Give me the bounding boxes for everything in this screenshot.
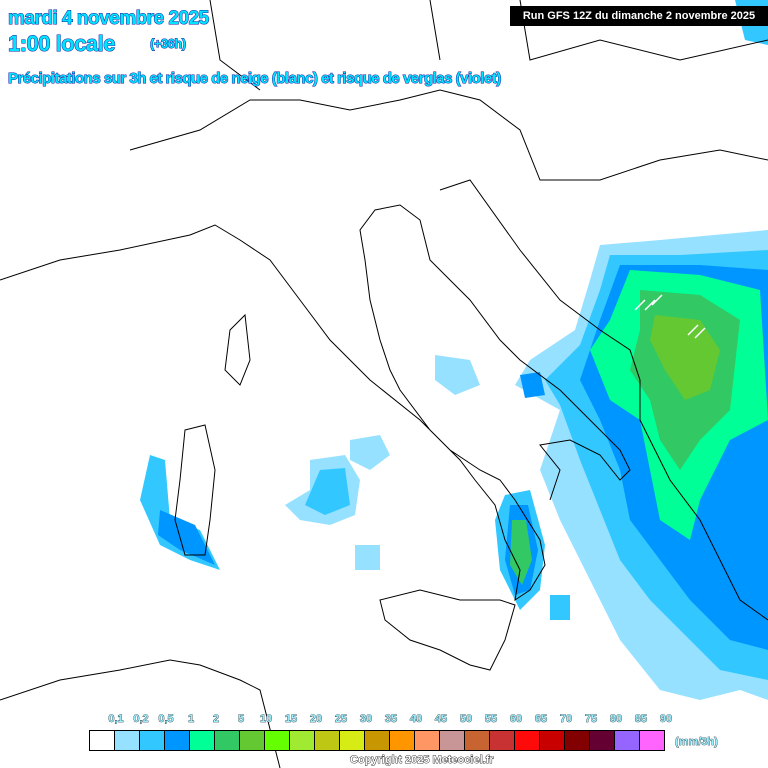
legend-label: 5	[237, 713, 245, 726]
model-run-label: Run GFS 12Z du dimanche 2 novembre 2025	[510, 6, 768, 26]
legend-label: 0,2	[133, 713, 149, 726]
legend-swatch	[215, 731, 240, 750]
legend-label: 90	[659, 713, 673, 726]
legend-label: 20	[309, 713, 323, 726]
legend-swatch	[90, 731, 115, 750]
legend-swatch	[265, 731, 290, 750]
alps-border	[129, 89, 768, 181]
legend-label: 1	[187, 713, 195, 726]
legend-labels: 0,1 0,2 0,5 1 2 5 10 15 20 25 30 35 40 45 50 55 60 65 70 75…	[89, 713, 689, 727]
legend-label: 70	[559, 713, 573, 726]
legend-label: 30	[359, 713, 373, 726]
legend-swatch	[515, 731, 540, 750]
legend-label: 55	[484, 713, 498, 726]
legend-unit: (mm/3h)	[675, 736, 718, 749]
sardinia-coastline	[174, 424, 216, 556]
legend-swatch	[440, 731, 465, 750]
legend-swatch	[465, 731, 490, 750]
legend-label: 80	[609, 713, 623, 726]
precip-sardinia-blue	[158, 510, 215, 565]
legend-label: 35	[384, 713, 398, 726]
legend-swatch	[490, 731, 515, 750]
legend-label: 0,1	[108, 713, 124, 726]
forecast-lead-time: (+36h)	[150, 36, 187, 52]
legend-swatch	[540, 731, 565, 750]
legend-label: 25	[334, 713, 348, 726]
legend-swatch	[240, 731, 265, 750]
forecast-date: mardi 4 novembre 2025	[8, 8, 210, 30]
italy-coastline	[0, 204, 631, 602]
north-border	[209, 0, 768, 91]
legend-swatch	[340, 731, 365, 750]
africa-coastline	[0, 659, 281, 768]
precip-calabria-green	[510, 520, 532, 585]
legend-label: 40	[409, 713, 423, 726]
precip-central-sea	[350, 435, 390, 470]
legend-label: 45	[434, 713, 448, 726]
sicily-coastline	[379, 589, 516, 671]
legend-swatch	[640, 731, 664, 750]
corsica-coastline	[224, 313, 251, 386]
map-subtitle: Précipitations sur 3h et risque de neige…	[8, 70, 502, 88]
precip-tyrrhenian-2	[305, 468, 350, 515]
precip-small-1	[355, 545, 380, 570]
legend-label: 10	[259, 713, 273, 726]
legend-label: 85	[634, 713, 648, 726]
legend-swatch	[415, 731, 440, 750]
precipitation-areas	[140, 0, 768, 700]
legend-swatch	[615, 731, 640, 750]
legend-label: 60	[509, 713, 523, 726]
legend-swatch	[190, 731, 215, 750]
copyright: Copyright 2025 Meteociel.fr	[350, 754, 494, 767]
legend-label: 50	[459, 713, 473, 726]
precip-small-2	[550, 595, 570, 620]
legend-swatch	[165, 731, 190, 750]
legend-label: 0,5	[158, 713, 174, 726]
legend-swatch	[315, 731, 340, 750]
legend-label: 2	[212, 713, 220, 726]
balkan-coastline	[439, 179, 768, 621]
precip-adriatic	[435, 355, 480, 395]
legend-swatch	[590, 731, 615, 750]
legend-swatch	[140, 731, 165, 750]
precip-adriatic-2	[520, 372, 545, 398]
legend-swatch	[390, 731, 415, 750]
legend-swatch	[290, 731, 315, 750]
legend-label: 75	[584, 713, 598, 726]
forecast-time: 1:00 locale	[7, 31, 116, 57]
legend-swatch	[565, 731, 590, 750]
legend-swatch	[365, 731, 390, 750]
snow-risk-hatching	[634, 294, 706, 339]
legend-label: 65	[534, 713, 548, 726]
legend-swatch	[115, 731, 140, 750]
color-legend	[89, 730, 665, 751]
legend-label: 15	[284, 713, 298, 726]
precip-albania-lime	[650, 315, 720, 400]
